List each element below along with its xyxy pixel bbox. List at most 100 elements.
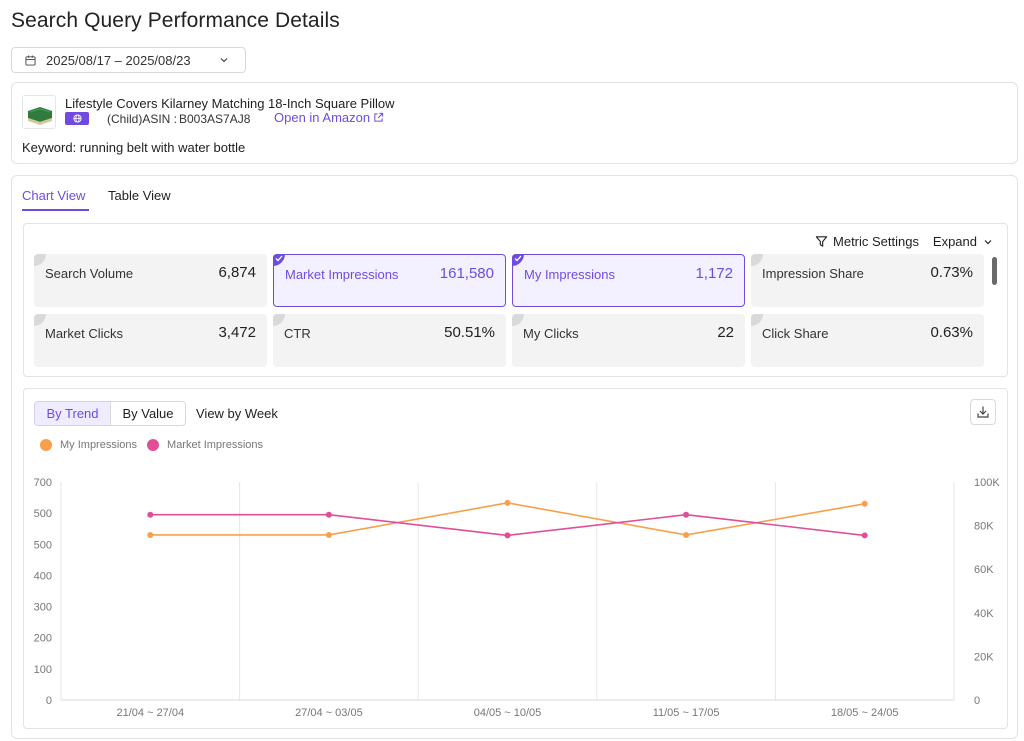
metric-value: 161,580 [439, 265, 494, 282]
asin-label: (Child)ASIN : [107, 112, 178, 126]
data-point [325, 511, 332, 518]
checkbox-corner-icon [34, 254, 46, 266]
page-title: Search Query Performance Details [11, 9, 340, 32]
chart-panel: By Trend By Value View by Week My Impres… [23, 388, 1008, 729]
metric-tile-my-clicks[interactable]: My Clicks 22 [512, 314, 745, 367]
x-tick-label: 21/04 ~ 27/04 [117, 707, 185, 719]
legend-item-market-impressions[interactable]: Market Impressions [147, 439, 263, 451]
legend-dot [147, 439, 160, 451]
metric-value: 0.63% [930, 324, 973, 341]
metric-label: Impression Share [762, 266, 864, 281]
external-link-icon [374, 112, 384, 122]
data-point [147, 511, 154, 518]
y-left-tick-label: 0 [46, 695, 52, 707]
product-card: Lifestyle Covers Kilarney Matching 18-In… [11, 82, 1018, 164]
download-button[interactable] [970, 399, 996, 425]
check-icon [512, 254, 524, 266]
marketplace-badge [65, 112, 89, 125]
checkbox-corner-icon [273, 314, 285, 326]
product-thumbnail [22, 95, 56, 129]
series-line-market-impressions [150, 513, 865, 537]
legend-label: Market Impressions [167, 439, 264, 451]
y-left-tick-label: 500 [34, 508, 52, 520]
data-point [147, 531, 154, 538]
metric-label: Search Volume [45, 266, 134, 281]
metric-tile-my-impressions[interactable]: My Impressions 1,172 [512, 254, 745, 307]
metric-settings-button[interactable]: Metric Settings [815, 234, 919, 249]
chevron-down-icon [220, 58, 228, 63]
metric-label: Click Share [762, 326, 829, 341]
y-right-tick-label: 80K [974, 521, 994, 533]
metric-tile-market-clicks[interactable]: Market Clicks 3,472 [34, 314, 267, 367]
product-name: Lifestyle Covers Kilarney Matching 18-In… [65, 96, 395, 111]
data-point [683, 511, 690, 518]
series-line-my-impressions [150, 502, 865, 536]
metric-tile-search-volume[interactable]: Search Volume 6,874 [34, 254, 267, 307]
checkbox-corner-icon [34, 314, 46, 326]
y-right-tick-label: 0 [974, 695, 980, 707]
metrics-panel: Metric Settings Expand Search Volume 6,8… [23, 223, 1008, 377]
open-in-amazon-link[interactable]: Open in Amazon [274, 110, 384, 125]
x-tick-label: 18/05 ~ 24/05 [831, 707, 899, 719]
by-value-toggle[interactable]: By Value [110, 401, 186, 426]
y-left-tick-label: 300 [34, 602, 52, 614]
download-icon [977, 406, 989, 418]
metric-tile-ctr[interactable]: CTR 50.51% [273, 314, 506, 367]
data-point [504, 499, 511, 506]
view-by-week-selector[interactable]: View by Week [196, 406, 278, 421]
tab-chart-view[interactable]: Chart View [22, 188, 86, 203]
x-tick-label: 04/05 ~ 10/05 [474, 707, 542, 719]
data-point [504, 532, 511, 539]
metric-label: CTR [284, 326, 311, 341]
metric-label: Market Clicks [45, 326, 124, 341]
metric-tile-click-share[interactable]: Click Share 0.63% [751, 314, 984, 367]
y-right-tick-label: 20K [974, 651, 994, 663]
y-left-tick-label: 700 [34, 477, 52, 489]
tab-table-view[interactable]: Table View [108, 188, 171, 203]
check-icon [273, 254, 285, 266]
metric-label: Market Impressions [285, 267, 399, 282]
globe-icon [72, 114, 82, 123]
y-left-tick-label: 100 [34, 664, 52, 676]
metric-value: 3,472 [218, 324, 256, 341]
checkbox-corner-icon [751, 314, 763, 326]
metric-label: My Clicks [523, 326, 579, 341]
metric-settings-label: Metric Settings [833, 234, 919, 249]
y-right-tick-label: 60K [974, 564, 994, 576]
keyword-text: Keyword: running belt with water bottle [22, 140, 246, 155]
date-range-value: 2025/08/17 – 2025/08/23 [46, 52, 191, 68]
data-point [861, 500, 868, 507]
by-trend-toggle[interactable]: By Trend [34, 401, 111, 426]
metric-value: 22 [717, 324, 734, 341]
filter-icon [815, 236, 828, 247]
legend-dot [40, 439, 52, 451]
active-tab-indicator [22, 209, 89, 211]
metric-value: 6,874 [218, 264, 256, 281]
expand-button[interactable]: Expand [933, 234, 993, 249]
date-range-picker[interactable]: 2025/08/17 – 2025/08/23 [11, 47, 246, 73]
calendar-icon [25, 54, 36, 66]
metrics-scrollbar[interactable] [992, 257, 997, 285]
chevron-down-icon [984, 239, 992, 244]
metric-value: 0.73% [930, 264, 973, 281]
legend-item-my-impressions[interactable]: My Impressions [40, 439, 137, 451]
expand-label: Expand [932, 234, 977, 249]
performance-card: Chart View Table View Metric Settings Ex… [11, 175, 1018, 739]
metric-value: 1,172 [695, 265, 733, 282]
x-tick-label: 27/04 ~ 03/05 [295, 707, 363, 719]
y-left-tick-label: 400 [34, 570, 52, 582]
metric-tile-impression-share[interactable]: Impression Share 0.73% [751, 254, 984, 307]
chart-legend: My Impressions Market Impressions [40, 439, 273, 451]
asin-value: B003AS7AJ8 [179, 112, 251, 126]
open-in-amazon-label: Open in Amazon [274, 110, 371, 125]
checkbox-corner-icon [512, 314, 524, 326]
y-left-tick-label: 500 [34, 539, 52, 551]
y-right-tick-label: 40K [974, 608, 994, 620]
legend-label: My Impressions [60, 439, 138, 451]
metric-label: My Impressions [524, 267, 616, 282]
data-point [325, 531, 332, 538]
checkbox-corner-icon [751, 254, 763, 266]
data-point [683, 531, 690, 538]
data-point [861, 532, 868, 539]
metric-tile-market-impressions[interactable]: Market Impressions 161,580 [273, 254, 506, 307]
